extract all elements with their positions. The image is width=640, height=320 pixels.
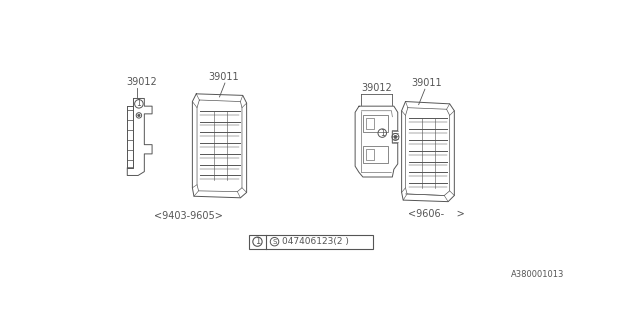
Text: S: S [273,239,276,245]
Text: A380001013: A380001013 [511,270,564,279]
Text: 39012: 39012 [362,83,392,93]
Circle shape [394,135,397,139]
Text: <9606-    >: <9606- > [408,209,465,219]
Text: 39011: 39011 [208,72,239,82]
Text: <9403-9605>: <9403-9605> [154,211,223,221]
Text: 39012: 39012 [127,76,157,87]
Text: 047406123(2 ): 047406123(2 ) [282,237,348,246]
Text: 1: 1 [136,99,141,108]
Circle shape [138,114,140,116]
Text: 1: 1 [255,237,260,246]
Text: 1: 1 [380,129,385,138]
Text: 39011: 39011 [411,78,442,88]
